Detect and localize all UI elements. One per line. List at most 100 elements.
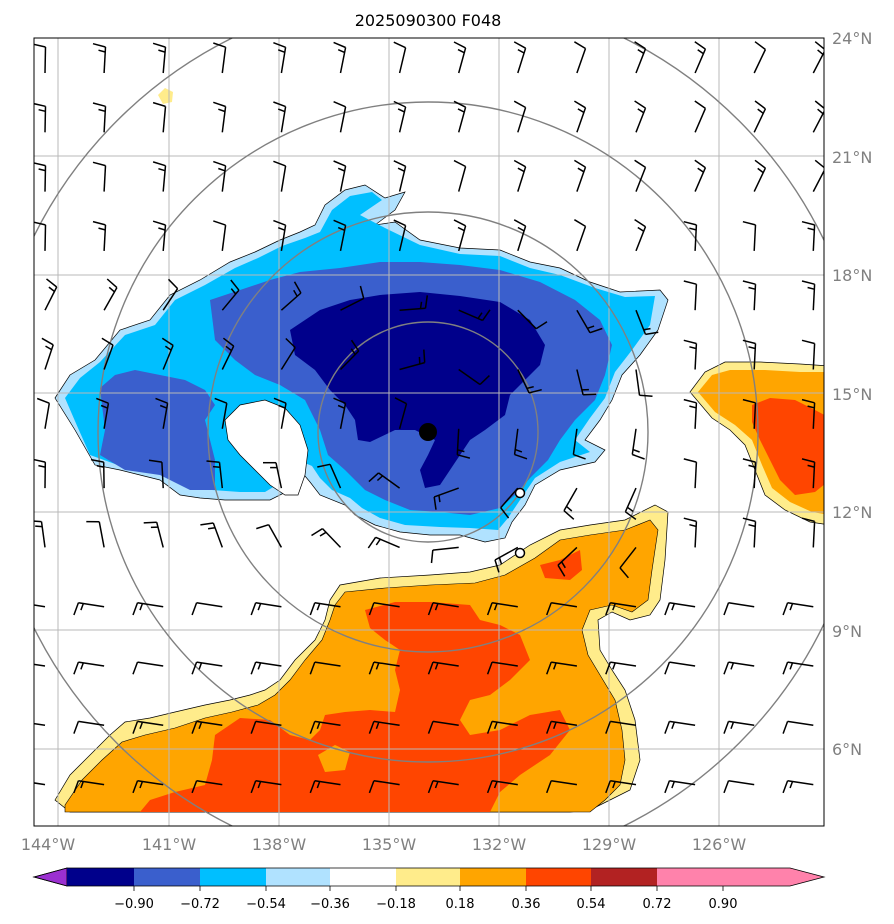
wind-barb-flag <box>757 167 764 174</box>
wind-barb-flag <box>397 108 405 113</box>
wind-barb-flag <box>34 162 46 167</box>
wind-barb-flag <box>319 531 327 537</box>
wind-barb-flag <box>479 375 490 386</box>
wind-barb-flag <box>605 780 612 794</box>
wind-barb-shaft <box>221 47 227 74</box>
wind-barb-shaft <box>812 169 824 192</box>
wind-barb-flag <box>250 721 257 734</box>
wind-barb-flag <box>694 41 706 50</box>
lat-label: 21°N <box>832 148 872 167</box>
wind-barb-flag <box>155 397 168 404</box>
wind-barb-flag <box>46 278 58 288</box>
lat-label: 18°N <box>832 266 872 285</box>
wind-barb-flag <box>225 345 232 352</box>
wind-barb-flag <box>277 49 286 54</box>
wind-barb-flag <box>514 453 528 460</box>
wind-barb-flag <box>98 108 106 113</box>
wind-barb-shaft <box>457 166 467 192</box>
wind-barb-flag <box>801 339 815 345</box>
wind-barb-flag <box>748 523 756 528</box>
wind-barb-shaft <box>314 661 341 667</box>
wind-barb-shaft <box>34 604 46 608</box>
wind-barb-flag <box>101 337 114 346</box>
track-point-marker <box>514 547 526 559</box>
wind-barb-flag <box>754 41 766 51</box>
wind-barb-shaft <box>44 224 47 251</box>
wind-barb-flag <box>393 160 406 167</box>
wind-barb-flag <box>277 226 286 231</box>
wind-barb-flag <box>526 385 534 390</box>
wind-barb-flag <box>230 288 237 295</box>
wind-barb-flag <box>545 721 552 734</box>
wind-barb-flag <box>132 661 139 675</box>
wind-barb-shaft <box>432 720 459 727</box>
plot-title: 2025090300 F048 <box>355 11 502 30</box>
wind-barb-shaft <box>728 779 755 786</box>
wind-barb-flag <box>434 781 439 789</box>
wind-barb-flag <box>34 102 46 108</box>
wind-barb-flag <box>789 603 794 611</box>
wind-barb-flag <box>36 397 50 404</box>
wind-barb-shaft <box>753 49 767 74</box>
wind-barb-flag <box>634 159 646 169</box>
wind-barb-flag <box>664 661 671 675</box>
wind-barb-flag <box>632 453 645 460</box>
wind-barb-flag <box>38 168 46 172</box>
wind-barb-flag <box>782 661 789 675</box>
wind-barb-flag <box>671 781 676 789</box>
wind-barb-flag <box>498 557 503 565</box>
wind-barb-flag <box>273 219 286 226</box>
colorbar-extend-low <box>32 867 68 887</box>
wind-barb-shaft <box>98 521 105 548</box>
wind-barb-flag <box>552 721 557 729</box>
wind-barb-flag <box>139 603 144 611</box>
lon-label: 138°W <box>252 835 307 854</box>
wind-barb-flag <box>742 220 756 226</box>
colorbar-label: −0.36 <box>310 897 350 912</box>
wind-barb-flag <box>15 662 19 674</box>
wind-barb-flag <box>689 405 697 409</box>
wind-barb-flag <box>333 160 346 167</box>
wind-barb-shaft <box>103 165 107 192</box>
wind-barb-flag <box>517 167 525 173</box>
wind-barb-flag <box>723 602 730 616</box>
wind-barb-flag <box>350 339 360 352</box>
wind-barb-flag <box>333 41 346 49</box>
wind-barb-flag <box>664 780 671 794</box>
wind-barb-flag <box>152 161 166 167</box>
lon-label: 126°W <box>692 835 747 854</box>
wind-barb-flag <box>566 505 573 512</box>
wind-barb-flag <box>92 220 106 226</box>
wind-barb-flag <box>22 663 24 670</box>
wind-barb-flag <box>256 523 269 530</box>
wind-barb-flag <box>48 286 55 292</box>
wind-barb-flag <box>754 159 766 169</box>
wind-barb-flag <box>694 159 706 169</box>
wind-barb-flag <box>92 42 106 48</box>
wind-barb-flag <box>38 108 46 113</box>
wind-barb-flag <box>486 780 493 794</box>
wind-barb-flag <box>424 295 429 309</box>
wind-barb-flag <box>574 159 586 168</box>
wind-barb-flag <box>35 525 43 528</box>
wind-barb-flag <box>457 48 465 54</box>
colorbar-label: −0.18 <box>376 897 416 912</box>
wind-barb-shaft <box>373 602 400 608</box>
wind-barb-flag <box>577 167 585 173</box>
wind-barb-flag <box>309 661 316 675</box>
wind-barb-flag <box>574 100 586 109</box>
wind-barb-flag <box>15 721 19 733</box>
wind-barb-flag <box>143 521 157 524</box>
wind-barb-flag <box>285 337 296 349</box>
wind-barb-flag <box>73 780 80 794</box>
wind-barb-flag <box>457 454 471 459</box>
wind-barb-flag <box>98 227 106 231</box>
wind-barb-shaft <box>34 782 46 786</box>
wind-barb-flag <box>393 100 406 108</box>
wind-barb-flag <box>293 281 302 294</box>
wind-barb-flag <box>535 321 548 330</box>
wind-barb-shaft <box>44 165 47 192</box>
wind-barb-flag <box>152 101 166 108</box>
wind-barb-flag <box>637 226 645 232</box>
wind-barb-shaft <box>812 521 816 548</box>
